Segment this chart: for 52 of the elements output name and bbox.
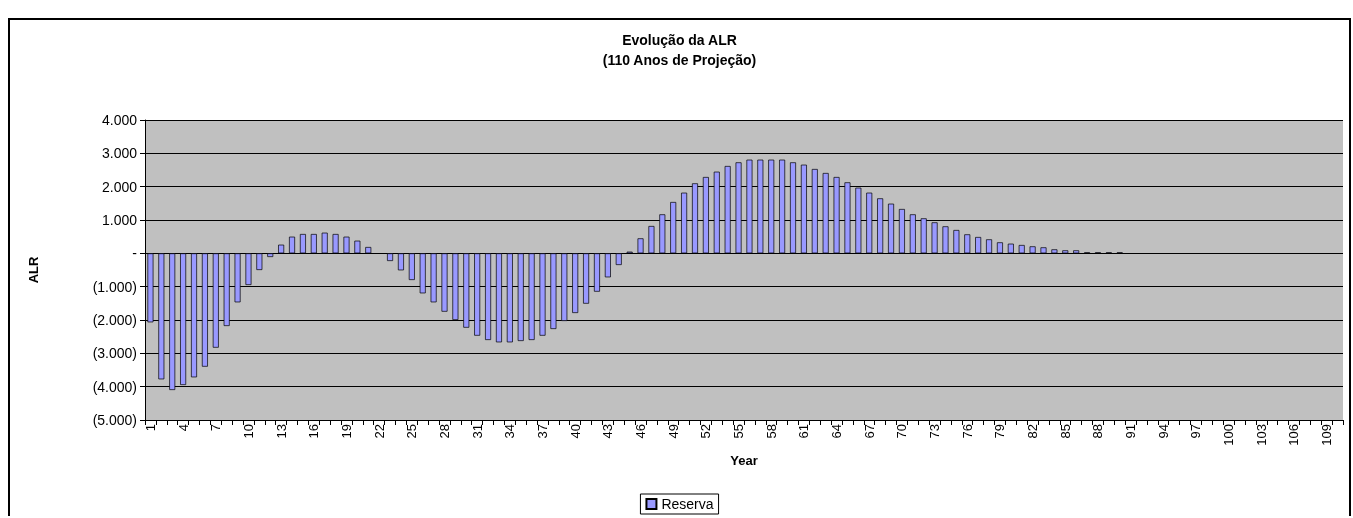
x-tick-label: 25 bbox=[404, 424, 420, 439]
y-tick-label: 4.000 bbox=[101, 112, 138, 128]
x-tick-label: 37 bbox=[535, 424, 551, 439]
y-tick-label: (5.000) bbox=[92, 412, 137, 428]
x-tick-label: 4 bbox=[175, 424, 191, 432]
legend-label: Reserva bbox=[661, 496, 714, 512]
x-tick-label: 76 bbox=[959, 424, 975, 439]
y-tick-label: (3.000) bbox=[92, 345, 137, 362]
x-tick-label: 82 bbox=[1025, 424, 1041, 439]
x-tick-label: 94 bbox=[1155, 424, 1171, 439]
x-tick-label: 34 bbox=[502, 424, 518, 439]
y-axis-title: ALR bbox=[26, 256, 41, 284]
x-tick-label: 67 bbox=[861, 424, 877, 439]
y-tick-label: (4.000) bbox=[92, 378, 137, 395]
x-tick-label: 109 bbox=[1319, 424, 1335, 446]
x-tick-label: 43 bbox=[600, 424, 616, 439]
x-tick-label: 91 bbox=[1123, 424, 1139, 439]
x-tick-label: 46 bbox=[633, 424, 649, 439]
x-tick-label: 97 bbox=[1188, 424, 1204, 439]
y-tick-label: - bbox=[132, 245, 138, 262]
x-axis-title: Year bbox=[730, 453, 758, 468]
x-tick-label: 1 bbox=[142, 424, 158, 432]
y-tick-label: 2.000 bbox=[101, 178, 138, 195]
x-tick-label: 61 bbox=[796, 424, 812, 439]
x-tick-label: 10 bbox=[240, 424, 256, 439]
chart-title: Evolução da ALR bbox=[622, 32, 737, 48]
x-tick-label: 103 bbox=[1253, 424, 1269, 446]
x-tick-label: 28 bbox=[437, 424, 452, 439]
x-tick-label: 22 bbox=[371, 424, 387, 439]
x-tick-label: 13 bbox=[273, 424, 289, 439]
x-tick-label: 19 bbox=[338, 424, 354, 439]
x-tick-label: 16 bbox=[306, 424, 322, 439]
x-tick-label: 73 bbox=[927, 424, 943, 439]
x-tick-label: 31 bbox=[469, 424, 485, 439]
x-tick-label: 64 bbox=[829, 424, 845, 439]
x-tick-label: 70 bbox=[894, 424, 910, 439]
x-tick-label: 88 bbox=[1090, 424, 1106, 439]
chart-subtitle: (110 Anos de Projeção) bbox=[602, 52, 757, 68]
x-tick-label: 40 bbox=[567, 424, 583, 439]
x-tick-label: 85 bbox=[1057, 424, 1073, 439]
x-tick-label: 52 bbox=[698, 424, 714, 439]
x-tick-label: 55 bbox=[731, 424, 747, 439]
y-tick-label: 3.000 bbox=[101, 145, 138, 162]
y-tick-label: 1.000 bbox=[101, 212, 138, 228]
y-tick-label: (2.000) bbox=[92, 312, 137, 328]
x-tick-label: 58 bbox=[763, 424, 779, 439]
y-tick-label: (1.000) bbox=[92, 278, 137, 295]
x-tick-label: 106 bbox=[1286, 424, 1302, 446]
x-tick-label: 100 bbox=[1221, 424, 1237, 446]
x-tick-label: 49 bbox=[665, 424, 681, 439]
x-tick-label: 7 bbox=[208, 424, 224, 432]
x-tick-label: 79 bbox=[992, 424, 1008, 439]
